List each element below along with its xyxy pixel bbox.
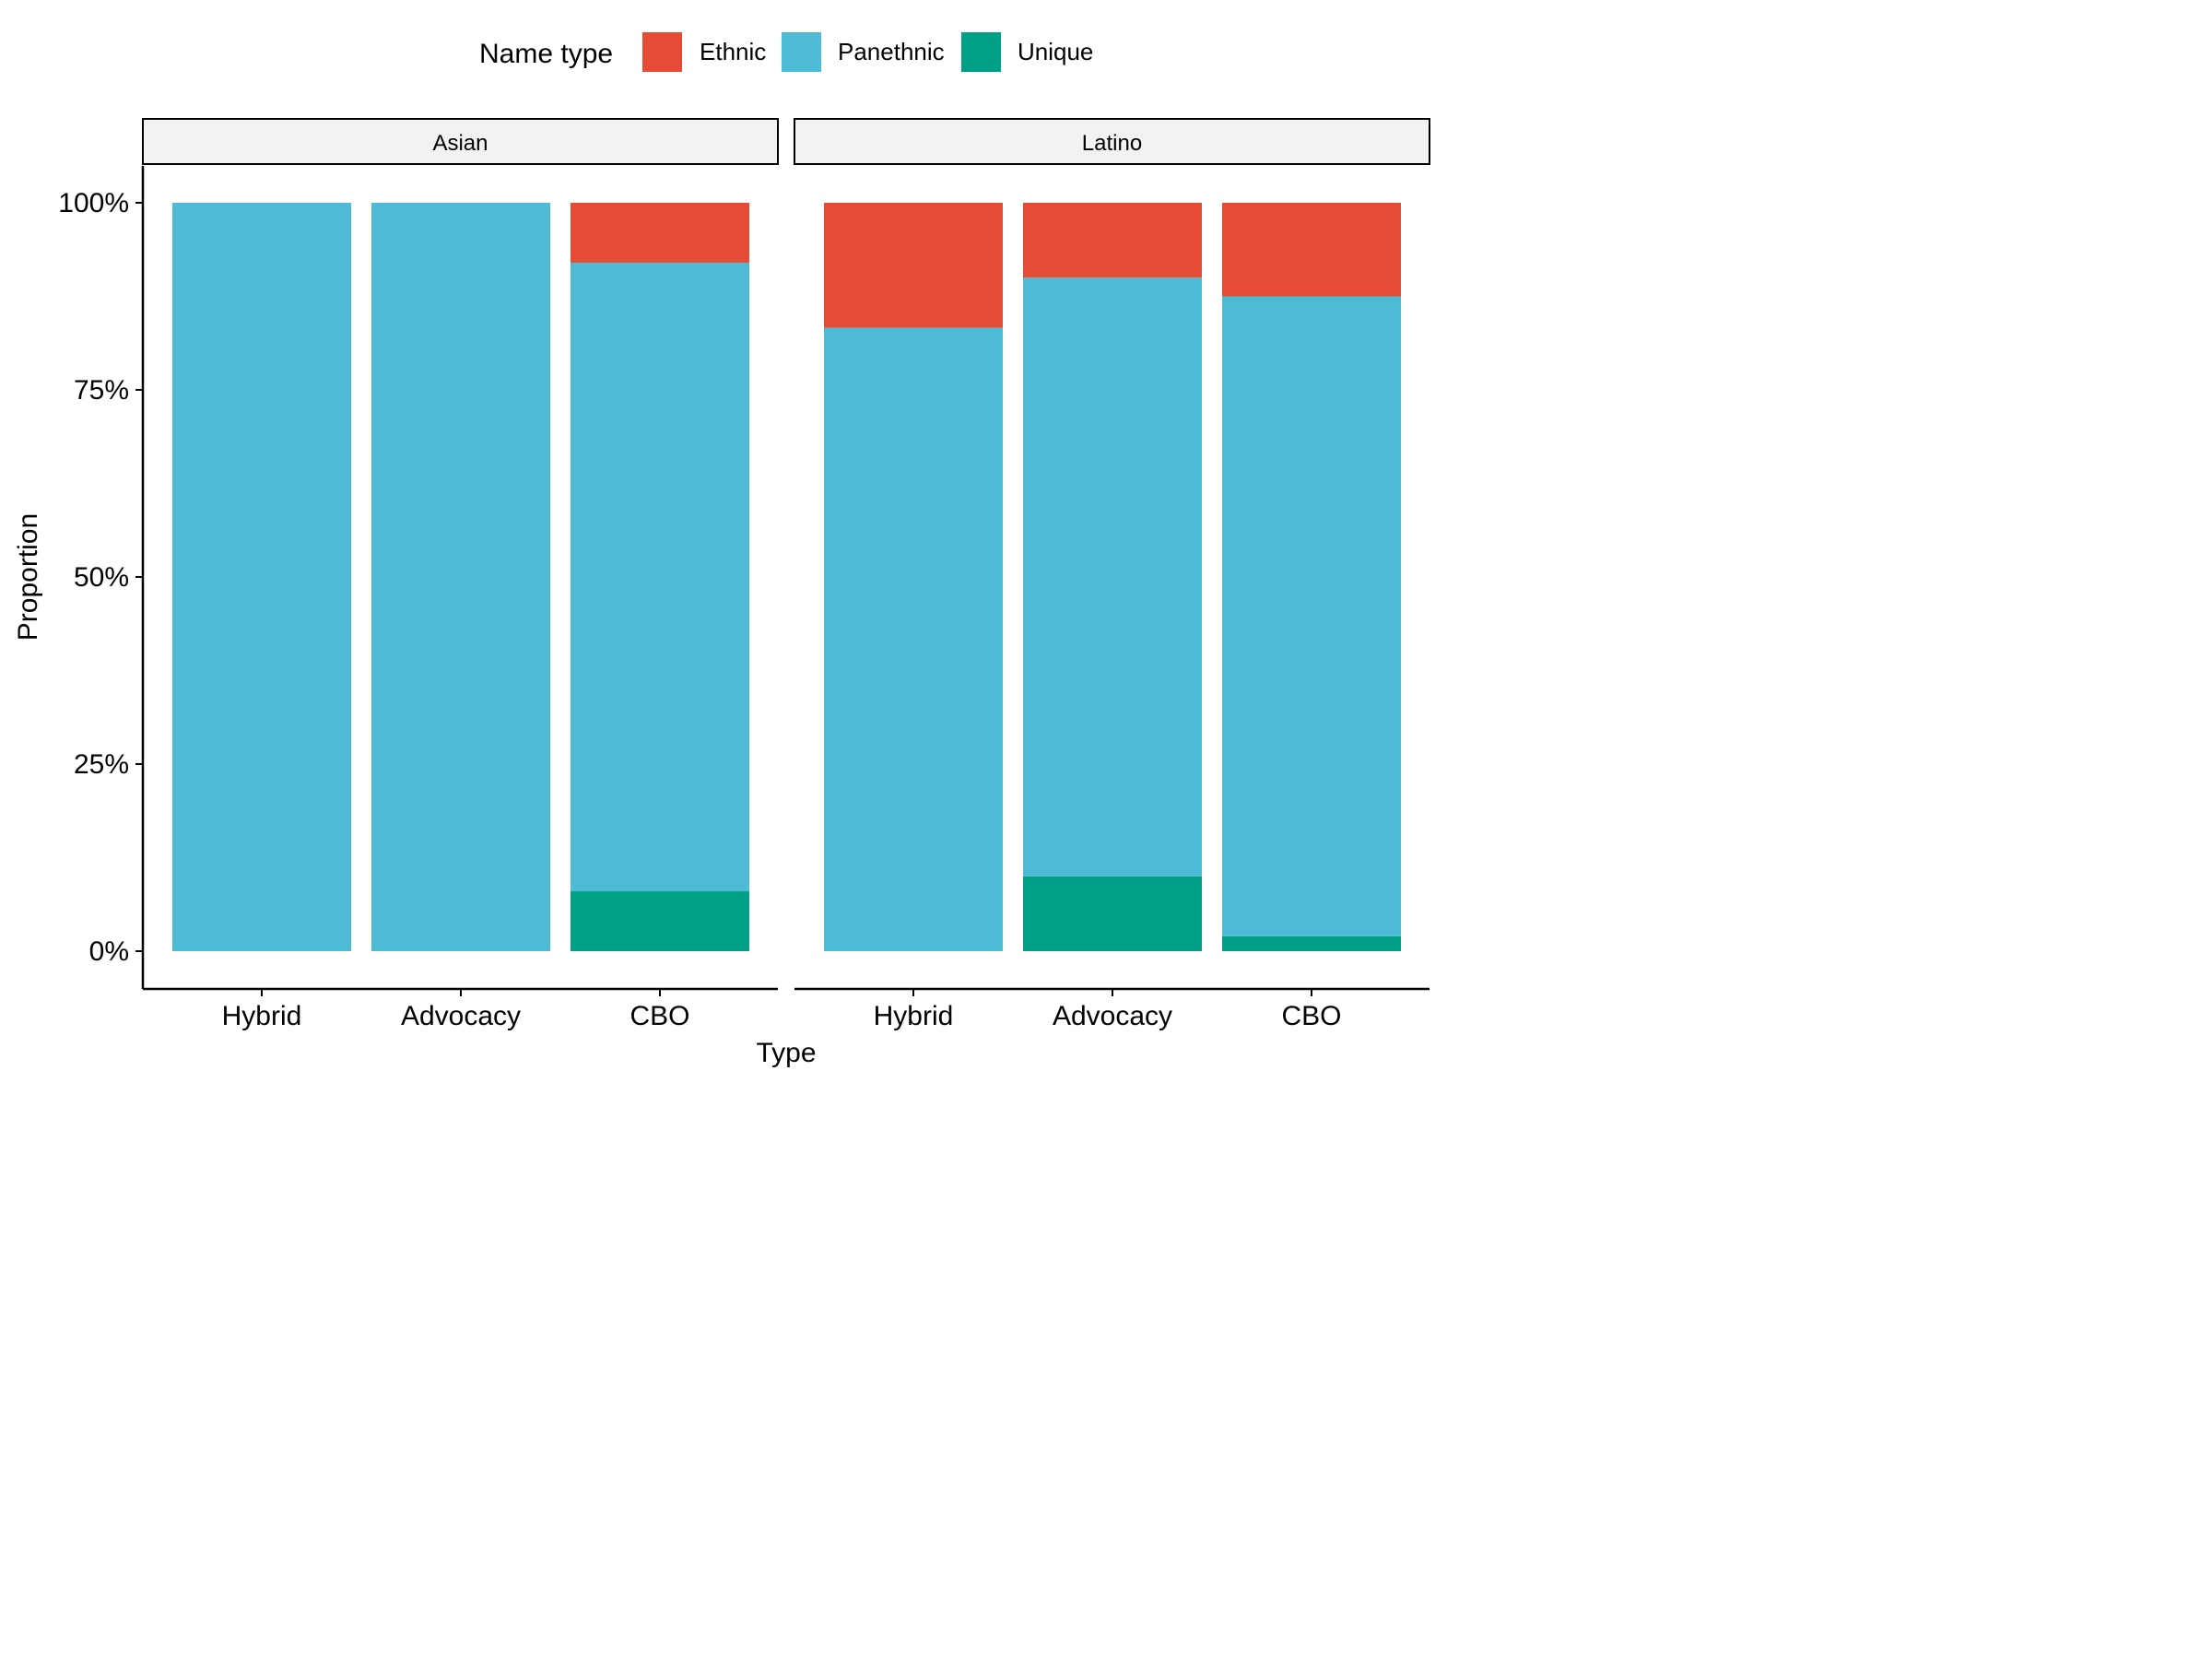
y-axis-title: Proportion	[13, 513, 43, 641]
y-tick-label: 0%	[89, 936, 129, 967]
x-tick-label: Hybrid	[222, 1001, 302, 1031]
bar-asian-cbo-unique	[571, 891, 749, 951]
x-tick-label: Hybrid	[874, 1001, 954, 1031]
y-tick-label: 100%	[58, 188, 129, 218]
legend-key-unique	[961, 32, 1001, 72]
facet-strip	[142, 118, 779, 165]
bar-latino-advocacy-ethnic	[1023, 203, 1202, 278]
facet-strip-label: Asian	[432, 131, 488, 156]
legend-label-ethnic: Ethnic	[700, 38, 766, 65]
y-tick-label: 25%	[74, 749, 129, 780]
bar-latino-hybrid-ethnic	[824, 203, 1003, 328]
panel-latino: Latino Hybrid Advocacy CBO	[794, 118, 1430, 1031]
bar-latino-advocacy-unique	[1023, 876, 1202, 951]
legend-label-panethnic: Panethnic	[838, 38, 945, 65]
panels: Asian Hybrid Advocacy CBO Latino Hybrid Advoca…	[142, 118, 1430, 1031]
y-tick-label: 75%	[74, 375, 129, 406]
facet-strip-label: Latino	[1082, 131, 1142, 156]
legend-key-ethnic	[642, 32, 682, 72]
panel-asian: Asian Hybrid Advocacy CBO	[142, 118, 779, 1031]
x-tick-label: CBO	[1281, 1001, 1341, 1031]
bar-latino-hybrid-panethnic	[824, 327, 1003, 951]
bar-latino-cbo-panethnic	[1222, 296, 1401, 936]
bar-asian-hybrid-panethnic	[172, 203, 351, 951]
bar-latino-advocacy-panethnic	[1023, 277, 1202, 877]
bar-asian-cbo-panethnic	[571, 262, 749, 892]
bar-asian-cbo-ethnic	[571, 203, 749, 263]
bar-asian-advocacy-panethnic	[371, 203, 550, 951]
x-axis-title: Type	[756, 1038, 816, 1068]
legend-label-unique: Unique	[1018, 38, 1093, 65]
bar-latino-cbo-ethnic	[1222, 203, 1401, 297]
x-tick-label: CBO	[629, 1001, 689, 1031]
bar-latino-cbo-unique	[1222, 935, 1401, 951]
y-axis: 0% 25% 50% 75% 100%	[58, 166, 145, 989]
y-tick-label: 50%	[74, 562, 129, 593]
legend-key-panethnic	[782, 32, 821, 72]
x-tick-label: Advocacy	[401, 1001, 521, 1031]
x-tick-label: Advocacy	[1053, 1001, 1172, 1031]
legend: Name type Ethnic Panethnic Unique	[479, 32, 1093, 72]
legend-title: Name type	[479, 39, 613, 69]
facet-strip	[794, 118, 1430, 165]
chart: Name type Ethnic Panethnic Unique Asian Hyb…	[13, 32, 1430, 1068]
